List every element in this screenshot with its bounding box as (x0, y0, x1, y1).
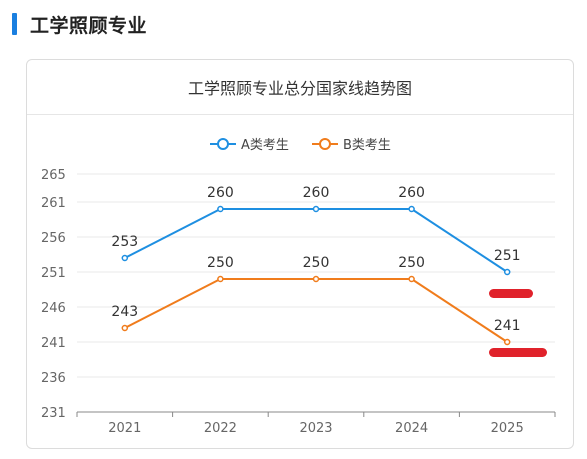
data-label: 260 (207, 185, 234, 201)
data-point[interactable] (312, 275, 320, 283)
x-tick-label: 2022 (204, 421, 237, 436)
x-tick-label: 2024 (395, 421, 428, 436)
legend-label-a[interactable]: A类考生 (241, 138, 289, 153)
data-point[interactable] (503, 268, 511, 276)
data-point[interactable] (121, 324, 129, 332)
redaction-mark (489, 289, 533, 298)
data-label: 250 (398, 255, 425, 271)
legend-label-b[interactable]: B类考生 (343, 138, 391, 153)
data-label: 260 (303, 185, 330, 201)
data-label: 250 (207, 255, 234, 271)
y-tick-label: 231 (41, 406, 66, 421)
y-tick-label: 261 (41, 196, 66, 211)
y-tick-label: 256 (41, 231, 66, 246)
y-tick-label: 236 (41, 371, 66, 386)
x-tick-label: 2025 (491, 421, 524, 436)
data-point[interactable] (312, 205, 320, 213)
data-label: 250 (303, 255, 330, 271)
section-header: 工学照顾专业 (12, 11, 147, 37)
redaction-mark (489, 348, 547, 357)
chart-title: 工学照顾专业总分国家线趋势图 (27, 60, 573, 115)
section-accent-bar (12, 13, 17, 35)
data-point[interactable] (408, 275, 415, 283)
data-label: 243 (111, 304, 138, 320)
data-label: 253 (111, 234, 138, 250)
x-tick-label: 2021 (108, 421, 141, 436)
legend-marker-b[interactable] (319, 138, 331, 150)
y-tick-label: 241 (41, 336, 66, 351)
line-chart: 231 236 241 246 251 256 261 265 2021 2022 2023 2024… (41, 138, 556, 436)
data-point[interactable] (217, 205, 224, 213)
legend-marker-a[interactable] (217, 138, 229, 150)
data-point[interactable] (121, 254, 129, 262)
section-title: 工学照顾专业 (30, 14, 148, 37)
chart-card: 工学照顾专业总分国家线趋势图 231 236 241 246 251 256 261 265 2… (26, 59, 574, 449)
data-point[interactable] (408, 205, 415, 213)
data-label: 251 (494, 248, 521, 264)
data-point[interactable] (217, 275, 224, 283)
y-tick-label: 251 (41, 266, 66, 281)
data-label: 241 (494, 318, 521, 334)
series-line-b (124, 278, 508, 343)
x-tick-label: 2023 (299, 421, 332, 436)
y-tick-label: 246 (41, 301, 66, 316)
data-point[interactable] (503, 338, 511, 346)
data-label: 260 (398, 185, 425, 201)
y-tick-label: 265 (41, 168, 66, 183)
